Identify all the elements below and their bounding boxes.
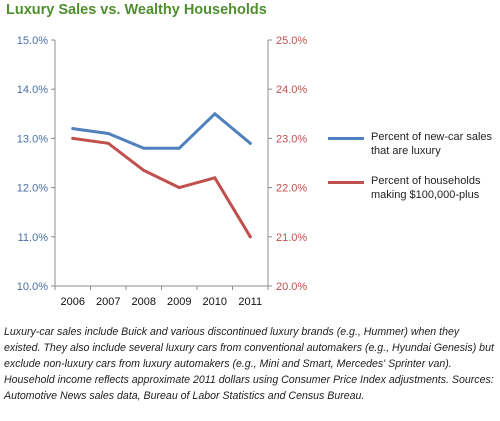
legend-entry-2: Percent of households making $100,000-pl…: [328, 174, 496, 218]
left-tick-label: 10.0%: [17, 281, 48, 293]
x-tick-label: 2007: [96, 296, 120, 308]
legend-swatch: [328, 181, 364, 184]
legend-label: Percent of households making $100,000-pl…: [371, 175, 481, 201]
chart-legend: Percent of new-car sales that are luxury…: [328, 130, 496, 218]
series-1-point: [177, 146, 181, 150]
series-2-point: [142, 168, 146, 172]
series-1-point: [213, 112, 217, 116]
series-1-point: [142, 146, 146, 150]
legend-entry-1: Percent of new-car sales that are luxury: [328, 130, 496, 174]
legend-label: Percent of new-car sales that are luxury: [371, 131, 493, 157]
series-line-2: [71, 136, 252, 239]
series-2-point: [106, 141, 110, 145]
right-tick-label: 20.0%: [276, 281, 307, 293]
right-tick-label: 22.0%: [276, 183, 307, 195]
left-tick-label: 12.0%: [17, 183, 48, 195]
right-tick-label: 21.0%: [276, 232, 307, 244]
series-1-point: [71, 127, 75, 131]
right-tick-label: 23.0%: [276, 133, 307, 145]
right-tick-label: 24.0%: [276, 84, 307, 96]
legend-swatch: [328, 137, 364, 140]
series-2-point: [213, 176, 217, 180]
series-line-1: [71, 112, 252, 150]
left-tick-label: 11.0%: [18, 232, 49, 244]
series-1-point: [106, 131, 110, 135]
series-1-point: [248, 141, 252, 145]
x-tick-label: 2009: [167, 296, 191, 308]
chart-title: Luxury Sales vs. Wealthy Households: [6, 2, 267, 18]
x-tick-label: 2011: [238, 296, 262, 308]
left-tick-label: 15.0%: [17, 35, 48, 47]
x-tick-label: 2006: [61, 296, 85, 308]
left-tick-label: 13.0%: [17, 133, 48, 145]
series-2-point: [248, 235, 252, 239]
right-tick-label: 25.0%: [276, 35, 307, 47]
left-tick-label: 14.0%: [17, 84, 48, 96]
chart-footnote: Luxury-car sales include Buick and vario…: [4, 326, 494, 402]
x-tick-label: 2010: [203, 296, 227, 308]
series-2-point: [71, 136, 75, 140]
series-2-point: [177, 186, 181, 190]
x-tick-label: 2008: [132, 296, 156, 308]
